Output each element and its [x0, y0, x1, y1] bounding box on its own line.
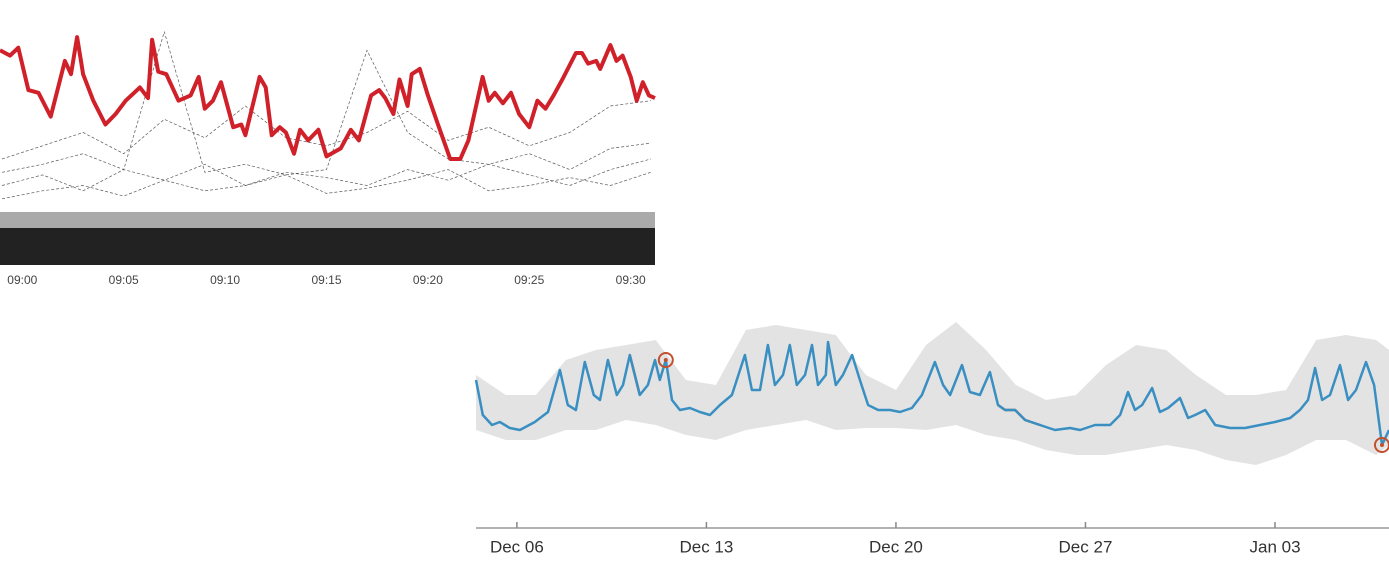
x-tick-label: 09:10: [210, 273, 240, 287]
x-tick-label: 09:30: [616, 273, 646, 287]
dashed-line: [1, 100, 651, 160]
x-tick-label: Dec 27: [1059, 537, 1113, 556]
dashed-line: [1, 31, 651, 176]
series-line: [474, 340, 1389, 447]
anomaly-marker: [657, 352, 674, 368]
anomaly-dot: [1379, 443, 1384, 447]
anomaly-dot: [663, 358, 668, 362]
confidence-band: [476, 322, 1389, 465]
dense-line-fringe: [0, 212, 655, 228]
dashed-line: [1, 158, 651, 192]
dense-line-floor: [0, 228, 655, 265]
dashed-line: [1, 169, 652, 200]
x-tick-label: 09:15: [311, 273, 341, 287]
x-tick-label: Dec 06: [490, 537, 544, 556]
x-tick-label: Jan 03: [1249, 537, 1300, 556]
x-tick-label: Dec 13: [679, 537, 733, 556]
x-tick-label: Dec 20: [869, 537, 923, 556]
x-tick-label: 09:20: [413, 273, 443, 287]
x-tick-label: 09:05: [109, 273, 139, 287]
series-line: [0, 35, 656, 161]
x-tick-label: 09:00: [7, 273, 37, 287]
x-tick-label: 09:25: [514, 273, 544, 287]
